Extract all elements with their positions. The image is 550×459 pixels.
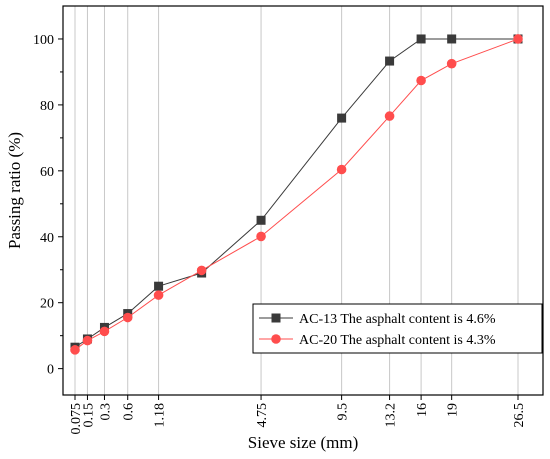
x-tick-label: 0.075	[69, 403, 84, 435]
x-tick-label: 0.15	[81, 403, 96, 428]
data-point-ac20	[70, 345, 80, 355]
data-point-ac20	[196, 265, 207, 276]
legend-label-ac13: AC-13 The asphalt content is 4.6%	[299, 312, 496, 327]
legend-item-ac20: AC-20 The asphalt content is 4.3%	[259, 333, 496, 348]
x-tick-label: 13.2	[384, 403, 399, 428]
data-point-ac20	[122, 312, 133, 323]
x-tick-label: 0.3	[98, 403, 113, 421]
data-point-ac20	[99, 326, 110, 337]
y-axis-title: Passing ratio (%)	[5, 132, 24, 249]
data-point-ac20	[82, 335, 93, 346]
data-point-ac20	[384, 111, 395, 121]
x-axis-title: Sieve size (mm)	[248, 433, 358, 452]
x-tick-label: 19	[446, 403, 461, 417]
legend: AC-13 The asphalt content is 4.6% AC-20 …	[252, 303, 543, 354]
y-tick-label: 0	[47, 363, 54, 378]
data-point-ac13	[447, 34, 457, 44]
x-tick-label: 9.5	[336, 403, 351, 421]
legend-label-ac20: AC-20 The asphalt content is 4.3%	[299, 333, 496, 348]
data-point-ac13	[385, 56, 395, 66]
x-tick-label: 4.75	[255, 403, 270, 428]
legend-box	[252, 303, 543, 354]
y-tick-label: 60	[40, 165, 54, 180]
plot-frame	[62, 5, 544, 396]
data-point-ac13	[416, 34, 426, 44]
data-point-ac20	[256, 231, 266, 242]
x-tick-label: 1.18	[153, 403, 168, 428]
data-point-ac20	[153, 290, 164, 300]
data-point-ac13	[154, 281, 164, 291]
data-point-ac13	[337, 113, 347, 123]
data-point-ac20	[446, 58, 457, 69]
y-tick-label: 20	[40, 297, 54, 312]
series-layer	[70, 34, 523, 355]
x-tick-label: 0.6	[122, 403, 137, 421]
legend-item-ac13: AC-13 The asphalt content is 4.6%	[259, 312, 496, 327]
legend-swatch-circle-marker	[271, 334, 281, 344]
data-point-ac20	[336, 164, 347, 175]
y-tick-label: 80	[40, 99, 54, 114]
y-tick-label: 40	[40, 231, 54, 246]
data-point-ac13	[256, 215, 266, 225]
y-tick-label: 100	[33, 33, 54, 48]
data-point-ac20	[416, 75, 426, 86]
legend-swatch-square-marker	[271, 313, 281, 323]
x-tick-label: 16	[415, 403, 430, 417]
data-point-ac20	[513, 34, 523, 44]
x-tick-label: 26.5	[512, 403, 527, 428]
